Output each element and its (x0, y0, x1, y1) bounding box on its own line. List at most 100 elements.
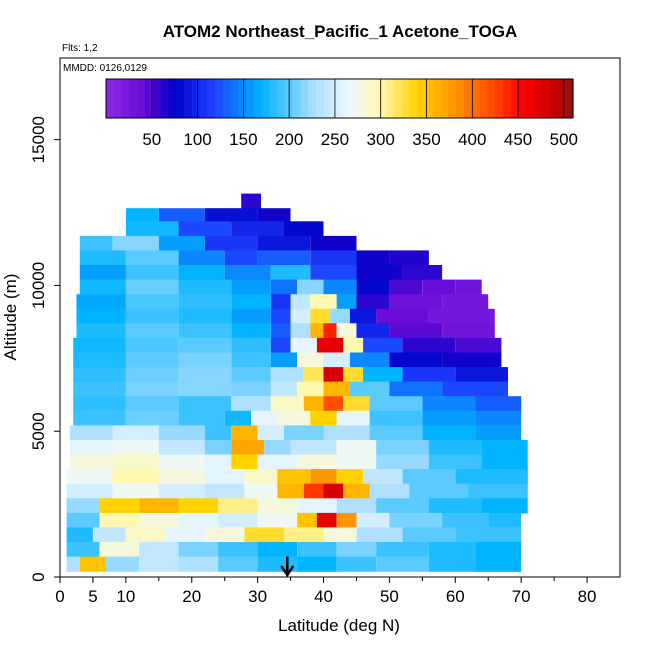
colorbar-tick-label: 50 (142, 130, 161, 149)
heatmap-cell (336, 512, 357, 529)
heatmap-cell (125, 410, 179, 426)
heatmap-cell (178, 265, 225, 281)
heatmap-cell (66, 469, 113, 485)
heatmap-cell (297, 556, 337, 572)
colorbar-segment (432, 79, 442, 118)
heatmap-cell (428, 542, 475, 558)
heatmap-cell (389, 294, 443, 310)
y-tick-label: 5000 (29, 412, 48, 450)
heatmap-cell (428, 308, 495, 324)
colorbar-segment (261, 79, 271, 118)
colorbar-segment (487, 79, 496, 118)
heatmap-cell (336, 454, 377, 470)
heatmap-cell (224, 265, 271, 281)
heatmap-cell (422, 410, 476, 426)
heatmap-cell (92, 527, 126, 543)
heatmap-cell (376, 542, 429, 558)
heatmap-cell (231, 396, 271, 412)
heatmap-cell (257, 454, 298, 470)
heatmap-cell (389, 381, 443, 397)
heatmap-cell (336, 469, 364, 485)
colorbar-segment (152, 79, 162, 118)
heatmap-cell (270, 279, 298, 295)
heatmap-cell (336, 556, 377, 572)
heatmap-cell (264, 440, 291, 456)
heatmap-cell (310, 308, 331, 324)
heatmap-cell (178, 221, 232, 237)
heatmap-cell (389, 352, 443, 368)
heatmap-cell (270, 337, 291, 354)
y-tick-label: 10000 (29, 262, 48, 309)
heatmap-cell (99, 498, 139, 514)
colorbar-segment (409, 79, 418, 118)
colorbar-segment (160, 79, 169, 118)
heatmap-cell (73, 352, 126, 368)
colorbar-segment (518, 79, 527, 118)
heatmap-cell (112, 483, 159, 499)
heatmap-cell (112, 454, 159, 470)
heatmap-cell (310, 265, 357, 281)
heatmap-cell (428, 498, 482, 514)
heatmap-cell (343, 483, 370, 499)
heatmap-cell (349, 352, 390, 368)
heatmap-cell (125, 265, 179, 281)
heatmap-cell (409, 483, 469, 499)
heatmap-cell (257, 498, 298, 514)
heatmap-cell (270, 352, 298, 368)
heatmap-cell (363, 337, 403, 354)
colorbar-segment (526, 79, 535, 118)
heatmap-cell (79, 235, 113, 252)
colorbar-segment (331, 79, 341, 118)
heatmap-cell (422, 425, 476, 441)
heatmap-cell (251, 410, 278, 426)
x-tick-label: 10 (116, 587, 135, 606)
heatmap-cell (178, 410, 225, 426)
heatmap-cell (112, 425, 159, 441)
heatmap-cell (125, 352, 179, 368)
heatmap-cell (178, 323, 232, 339)
heatmap-cell (402, 469, 456, 485)
heatmap-cell (178, 381, 232, 397)
heatmap-cell (79, 265, 126, 281)
heatmap-cells (66, 193, 528, 572)
heatmap-cell (79, 279, 126, 295)
heatmap-cell (218, 542, 258, 558)
colorbar-segment (534, 79, 543, 118)
colorbar-segment (549, 79, 558, 118)
heatmap-cell (369, 425, 423, 441)
heatmap-cell (323, 483, 344, 499)
heatmap-cell (277, 410, 311, 426)
heatmap-cell (79, 250, 126, 266)
x-tick-label: 30 (248, 587, 267, 606)
colorbar-segment (323, 79, 333, 118)
heatmap-cell (316, 337, 344, 354)
heatmap-cell (139, 542, 179, 558)
colorbar-segment (308, 79, 317, 118)
heatmap-cell (224, 250, 258, 266)
heatmap-cell (290, 440, 337, 456)
colorbar-tick-label: 350 (412, 130, 440, 149)
heatmap-cell (323, 527, 357, 543)
heatmap-cell (231, 381, 271, 397)
heatmap-cell (455, 337, 502, 354)
heatmap-cell (336, 410, 370, 426)
colorbar-segment (222, 79, 232, 118)
heatmap-cell (488, 512, 522, 529)
heatmap-cell (66, 512, 100, 529)
heatmap-cell (204, 483, 245, 499)
date-annotation: MMDD: 0126,0129 (63, 63, 147, 74)
heatmap-cell (455, 367, 508, 383)
heatmap-cell (290, 294, 311, 310)
heatmap-cell (422, 396, 476, 412)
flights-label: Flts: 1,2 (62, 43, 98, 54)
heatmap-cell (297, 498, 337, 514)
heatmap-cell (125, 294, 179, 310)
heatmap-cell (455, 279, 482, 295)
heatmap-cell (442, 381, 508, 397)
colorbar-segment (176, 79, 185, 118)
heatmap-cell (402, 527, 456, 543)
colorbar-segment (370, 79, 379, 118)
heatmap-cell (323, 396, 344, 412)
arrow-marker-head (280, 565, 295, 578)
heatmap-cell (66, 542, 100, 558)
